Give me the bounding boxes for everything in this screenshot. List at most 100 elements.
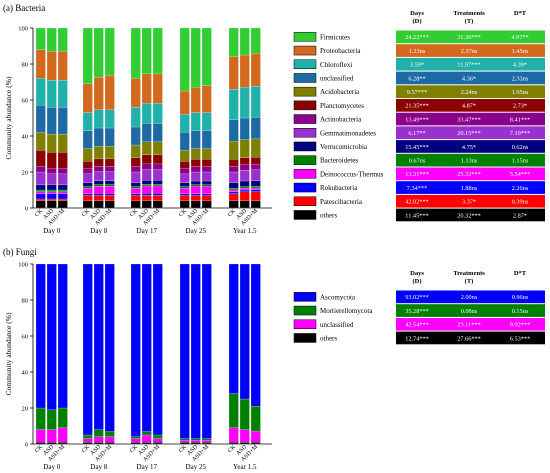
- bacteria-table-header: Days: [410, 10, 424, 17]
- bacteria-stat-band-gemmatimonadetes: [396, 126, 545, 140]
- bacteria-bar-patescibacteria: [46, 198, 57, 201]
- bacteria-bar-chloroflexi: [141, 103, 152, 124]
- fungi-bar-unclassified: [130, 438, 141, 443]
- bacteria-stat-value: 3.37*: [462, 199, 476, 206]
- bacteria-bar-planctomycetes: [201, 159, 212, 167]
- bacteria-stat-band-bacteroidetes: [396, 153, 545, 167]
- bacteria-bar-bacteroidetes: [152, 184, 163, 187]
- bacteria-legend-label: Rokubacteria: [320, 184, 358, 192]
- bacteria-stat-value: 2.73*: [513, 103, 527, 110]
- bacteria-legend-swatch-chloroflexi: [293, 59, 317, 69]
- bacteria-bar-patescibacteria: [93, 195, 104, 201]
- bacteria-bar-actinobacteria: [35, 166, 46, 173]
- bacteria-bar-gemmatimonadetes: [250, 169, 261, 181]
- bacteria-bar-unclassified: [201, 130, 212, 149]
- bacteria-legend-label: Patescibacteria: [320, 198, 363, 206]
- bacteria-stat-band-unclassified: [396, 71, 545, 85]
- fungi-bar-mortierellomycota: [201, 438, 212, 441]
- bacteria-bar-bacteroidetes: [201, 184, 212, 187]
- bacteria-stat-value: 4.87*: [462, 103, 476, 110]
- fungi-bar-ascomycota: [82, 263, 93, 436]
- bacteria-bar-unclassified: [130, 126, 141, 146]
- bacteria-bar-actinobacteria: [228, 166, 239, 173]
- fungi-bar-ascomycota: [35, 263, 46, 409]
- bacteria-bar-firmicutes: [250, 27, 261, 54]
- bacteria-stat-value: 31.36***: [457, 34, 481, 41]
- bacteria-bar-gemmatimonadetes: [141, 169, 152, 181]
- bacteria-bar-planctomycetes: [152, 154, 163, 165]
- bacteria-stat-band-acidobacteria: [396, 85, 545, 98]
- bacteria-legend-swatch-deinococcus-thermus: [293, 169, 317, 179]
- bacteria-table-header: (D): [412, 18, 421, 25]
- bacteria-stat-band-verrucomicrobia: [396, 140, 545, 153]
- fungi-stat-band-unclassified: [396, 317, 545, 331]
- fungi-stat-band-others: [396, 331, 545, 345]
- bacteria-bar-firmicutes: [201, 27, 212, 86]
- bacteria-bar-proteobacteria: [130, 78, 141, 108]
- bacteria-bar-actinobacteria: [46, 168, 57, 174]
- bacteria-bar-firmicutes: [152, 27, 163, 75]
- bacteria-treatment-label: CK: [129, 208, 140, 219]
- fungi-bar-unclassified: [201, 440, 212, 443]
- fungi-table-header: Days: [410, 270, 424, 277]
- fungi-stat-value: 27.66***: [457, 335, 481, 342]
- bacteria-bar-verrucomicrobia: [82, 182, 93, 187]
- bacteria-stat-value: 8.41***: [510, 116, 530, 123]
- bacteria-legend-label: others: [320, 211, 337, 219]
- bacteria-bar-patescibacteria: [130, 195, 141, 201]
- bacteria-stat-value: 11.45***: [405, 212, 428, 219]
- fungi-bar-others: [82, 442, 93, 445]
- bacteria-bar-verrucomicrobia: [57, 184, 68, 191]
- bacteria-stat-value: 13.49***: [405, 116, 429, 123]
- bacteria-bar-unclassified: [228, 119, 239, 142]
- bacteria-stat-value: 33.47***: [457, 116, 481, 123]
- bacteria-bar-gemmatimonadetes: [239, 170, 250, 182]
- fungi-stat-value: 0.08ns: [461, 308, 478, 315]
- panel-b-label: (b) Fungi: [3, 247, 37, 257]
- bacteria-legend-swatch-rokubacteria: [293, 182, 317, 193]
- fungi-bar-others: [104, 442, 115, 445]
- bacteria-group-label: Day 0: [43, 227, 60, 235]
- bacteria-bar-chloroflexi: [250, 86, 261, 118]
- bacteria-bar-patescibacteria: [228, 193, 239, 201]
- bacteria-stat-value: 1.45ns: [512, 48, 529, 55]
- bacteria-bar-unclassified: [57, 107, 68, 135]
- bacteria-bar-planctomycetes: [130, 157, 141, 167]
- fungi-bar-ascomycota: [46, 263, 57, 410]
- bacteria-bar-bacteroidetes: [93, 184, 104, 187]
- bacteria-legend-swatch-firmicutes: [293, 32, 317, 42]
- bacteria-group-label: Day 25: [186, 227, 207, 235]
- bacteria-stat-value: 24.22***: [405, 34, 429, 41]
- bacteria-stat-value: 4.97**: [511, 34, 528, 41]
- bacteria-bar-acidobacteria: [152, 141, 163, 155]
- bacteria-bar-rokubacteria: [179, 193, 190, 196]
- bacteria-bar-verrucomicrobia: [46, 184, 57, 191]
- bacteria-bar-deinococcus-thermus: [152, 185, 163, 194]
- bacteria-bar-others: [141, 200, 152, 209]
- bacteria-bar-proteobacteria: [46, 51, 57, 81]
- fungi-bar-ascomycota: [130, 263, 141, 437]
- bacteria-bar-bacteroidetes: [239, 186, 250, 189]
- bacteria-bar-acidobacteria: [93, 146, 104, 160]
- fungi-bar-others: [239, 442, 250, 445]
- bacteria-bar-verrucomicrobia: [190, 180, 201, 185]
- bacteria-bar-unclassified: [93, 127, 104, 147]
- bacteria-group-label: Day 8: [90, 227, 107, 235]
- bacteria-stat-value: 1.95ns: [512, 89, 529, 96]
- bacteria-bar-rokubacteria: [250, 189, 261, 192]
- fungi-legend-swatch-ascomycota: [293, 292, 317, 302]
- bacteria-bar-actinobacteria: [201, 166, 212, 173]
- bacteria-bar-others: [190, 200, 201, 209]
- fungi-bar-mortierellomycota: [141, 431, 152, 436]
- bacteria-legend-swatch-others: [293, 210, 317, 220]
- fungi-bar-ascomycota: [141, 263, 152, 432]
- bacteria-bar-patescibacteria: [250, 191, 261, 201]
- bacteria-legend-table: Days(D) Treatments(T) D*T Firmicutes 24.22**…: [293, 10, 545, 222]
- fungi-y-tick-label: 0: [25, 442, 28, 449]
- bacteria-bar-proteobacteria: [93, 76, 104, 110]
- fungi-bar-mortierellomycota: [190, 438, 201, 441]
- fungi-y-tick-label: 40: [22, 370, 29, 377]
- bacteria-bar-chloroflexi: [179, 114, 190, 133]
- fungi-treatment-label: CK: [178, 444, 189, 455]
